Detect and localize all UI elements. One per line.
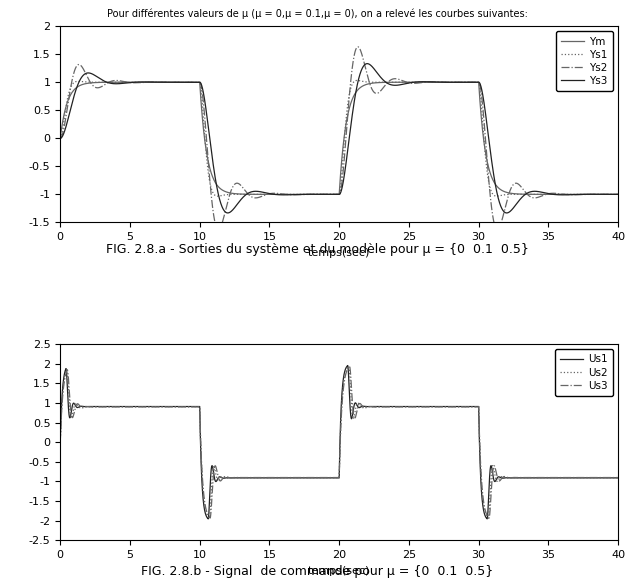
Ys1: [353, 77, 361, 84]
Ym: [335, 191, 343, 198]
Us2: [345, 363, 353, 370]
Legend: Ym, Ys1, Ys2, Ys3: Ym, Ys1, Ys2, Ys3: [556, 31, 613, 91]
Ys1: [518, 191, 526, 198]
Line: Ys2: Ys2: [60, 47, 618, 229]
Ys2: [228, 186, 235, 193]
Us1: [518, 475, 526, 482]
Ys2: [518, 184, 526, 191]
Us3: [485, 515, 493, 522]
Ys3: [503, 210, 510, 217]
Ys3: [478, 88, 486, 95]
Ys1: [228, 191, 235, 198]
Ys2: [401, 78, 409, 85]
Text: FIG. 2.8.a - Sorties du système et du modèle pour μ = {0  0.1  0.5}: FIG. 2.8.a - Sorties du système et du mo…: [106, 243, 528, 256]
Us2: [614, 474, 622, 481]
Us2: [478, 489, 486, 496]
Us3: [346, 363, 353, 370]
Ys2: [56, 135, 64, 142]
Ys1: [401, 79, 409, 86]
Line: Ys3: Ys3: [60, 64, 618, 213]
Ys2: [614, 191, 622, 198]
Ys3: [363, 60, 371, 67]
Ys1: [56, 135, 64, 142]
Line: Us3: Us3: [60, 367, 618, 518]
Ym: [538, 191, 545, 198]
Us1: [344, 362, 351, 369]
Ys1: [538, 191, 545, 198]
Ym: [56, 135, 64, 142]
Us2: [56, 439, 64, 446]
Line: Ym: Ym: [60, 83, 618, 195]
Ys2: [391, 75, 398, 82]
Us3: [614, 474, 622, 481]
Ys3: [56, 135, 64, 142]
Ym: [401, 79, 409, 86]
Ys1: [614, 191, 622, 198]
X-axis label: temps(sec): temps(sec): [308, 248, 370, 258]
Ys3: [391, 82, 398, 89]
Us2: [518, 474, 526, 481]
Ys2: [354, 44, 361, 51]
Text: FIG. 2.8.b - Signal  de commande pour μ = {0  0.1  0.5}: FIG. 2.8.b - Signal de commande pour μ =…: [141, 565, 493, 578]
Ym: [478, 123, 486, 130]
Us1: [56, 439, 64, 446]
Ys3: [614, 191, 622, 198]
Legend: Us1, Us2, Us3: Us1, Us2, Us3: [555, 349, 613, 396]
Us1: [401, 403, 409, 410]
Ys3: [228, 207, 235, 214]
Ys1: [478, 110, 486, 117]
Ys3: [518, 194, 526, 201]
X-axis label: temps(sec): temps(sec): [308, 566, 370, 576]
Us1: [483, 515, 491, 522]
Us3: [538, 474, 545, 481]
Us3: [518, 474, 526, 481]
Us1: [614, 475, 622, 482]
Us2: [205, 515, 213, 522]
Ys2: [538, 193, 545, 200]
Us3: [228, 474, 235, 481]
Ys2: [493, 226, 501, 233]
Line: Us2: Us2: [60, 366, 618, 518]
Ym: [518, 191, 526, 198]
Ys2: [478, 96, 486, 103]
Ys1: [214, 193, 221, 200]
Us3: [401, 403, 409, 410]
Us1: [538, 475, 545, 482]
Ys1: [391, 79, 398, 86]
Line: Us1: Us1: [60, 365, 618, 519]
Line: Ys1: Ys1: [60, 80, 618, 196]
Us3: [391, 403, 398, 410]
Us2: [391, 403, 398, 410]
Us2: [538, 474, 545, 481]
Us3: [478, 483, 486, 490]
Us3: [56, 439, 64, 446]
Ym: [614, 191, 622, 198]
Us1: [391, 403, 398, 410]
Ys3: [538, 189, 545, 196]
Us2: [401, 403, 409, 410]
Text: Pour différentes valeurs de μ (μ = 0,μ = 0.1,μ = 0), on a relevé les courbes sui: Pour différentes valeurs de μ (μ = 0,μ =…: [107, 9, 527, 19]
Ym: [228, 190, 235, 197]
Ym: [196, 79, 204, 86]
Us2: [228, 474, 235, 481]
Ym: [391, 79, 398, 86]
Ys3: [401, 80, 409, 87]
Us1: [228, 475, 235, 482]
Us1: [478, 495, 486, 502]
